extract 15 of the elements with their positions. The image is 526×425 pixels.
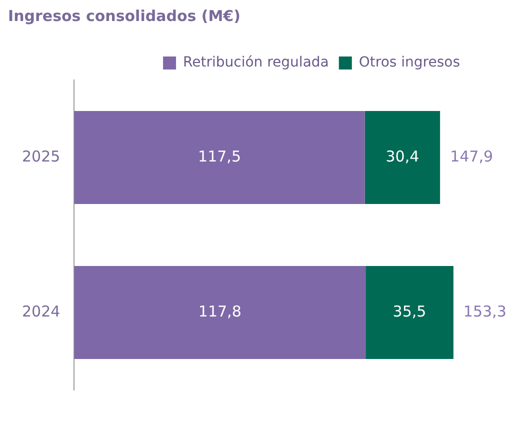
- data-label: 117,8: [198, 302, 242, 320]
- bar: [74, 111, 365, 204]
- total-label: 153,3: [463, 302, 506, 320]
- data-label: 117,5: [198, 147, 241, 166]
- bar: [366, 266, 454, 359]
- bar: [364, 111, 440, 204]
- data-label: 35,5: [392, 302, 426, 320]
- bar: [74, 266, 366, 359]
- legend-label: Retribución regulada: [183, 54, 329, 71]
- legend-label: Otros ingresos: [358, 54, 460, 71]
- y-tick-label: 2025: [22, 147, 60, 166]
- total-label: 147,9: [450, 147, 494, 166]
- data-label: 30,4: [386, 147, 420, 166]
- y-tick-label: 2024: [22, 302, 60, 320]
- chart-title: Ingresos consolidados (M€): [8, 6, 240, 25]
